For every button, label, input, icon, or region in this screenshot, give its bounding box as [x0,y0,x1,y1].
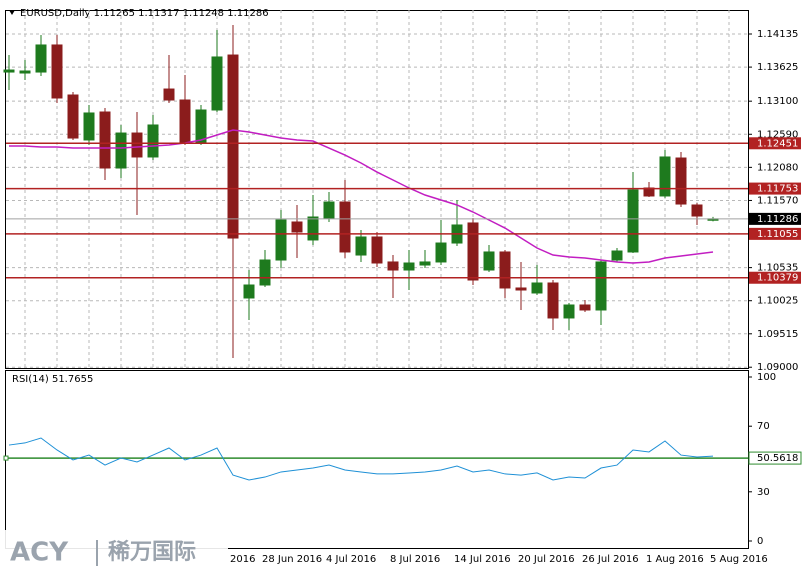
y-tick-label: 100 [757,372,776,383]
y-tick-label: 0 [757,536,763,547]
candle-body [99,111,111,169]
rsi-title: RSI(14) 51.7655 [12,374,93,385]
y-tick-label: 1.09000 [757,362,798,373]
level-label-bg [749,227,801,240]
candle-body [371,236,383,264]
candle-body [339,201,351,253]
candle-body [563,304,575,319]
current-price-bg [749,212,801,225]
candle-body [547,282,559,319]
logo: ACY 稀万国际 [0,530,228,576]
level-marker [3,455,9,461]
candle-body [403,262,415,271]
candle-body [115,132,127,169]
candle-body [67,94,79,139]
level-label: 1.10379 [757,273,798,284]
candle-body [195,109,207,144]
y-tick-label: 1.13625 [757,62,798,73]
candle-body [227,54,239,239]
candle-body [211,56,223,111]
x-tick-label: 28 Jun 2016 [262,554,322,565]
candle-body [323,201,335,219]
moving-average [9,129,714,264]
candle-body [595,261,607,311]
candle-body [19,70,31,74]
logo-subtext: 稀万国际 [108,539,196,565]
x-tick-label: 26 Jul 2016 [582,554,639,565]
y-tick-label: 70 [757,421,770,432]
level-label: 50.5618 [757,453,798,464]
candle-body [307,216,319,241]
candle-body [291,221,303,233]
candle-body [51,44,63,99]
level-label-bg [749,137,801,150]
candle-body [531,282,543,294]
x-tick-label: 14 Jul 2016 [454,554,511,565]
candle-body [179,99,191,144]
candle-body [387,261,399,271]
candle-body [131,132,143,158]
level-label-bg [749,271,801,284]
x-tick-label: 2016 [230,554,255,565]
current-price-label: 1.11286 [757,214,798,225]
candle-body [419,261,431,266]
candle-body [515,287,527,291]
x-tick-label: 8 Jul 2016 [390,554,440,565]
chart-title: EURUSD,Daily 1.11265 1.11317 1.11248 1.1… [20,8,269,19]
candle-body [147,124,159,158]
candle-body [435,242,447,263]
y-tick-label: 1.12080 [757,162,798,173]
x-tick-label: 4 Jul 2016 [326,554,376,565]
candle-body [659,156,671,197]
candle-body [483,251,495,271]
logo-bg [0,530,228,576]
y-tick-label: 1.10535 [757,263,798,274]
candle-body [243,284,255,299]
y-tick-label: 1.12590 [757,129,798,140]
y-tick-label: 1.09515 [757,329,798,340]
y-tick-label: 30 [757,487,770,498]
candle-body [83,112,95,141]
menu-arrow [9,10,15,15]
candle-body [3,69,15,73]
y-tick-label: 1.14135 [757,29,798,40]
x-tick-label: 1 Aug 2016 [646,554,704,565]
candle-body [259,259,271,286]
candle-body [499,251,511,289]
level-label-bg [749,182,801,195]
candle-body [355,236,367,256]
candle-body [691,204,703,217]
y-tick-label: 1.10025 [757,296,798,307]
level-label: 1.11753 [757,184,798,195]
level-label: 1.11055 [757,229,798,240]
candle-body [35,44,47,73]
x-tick-label: 20 Jul 2016 [518,554,575,565]
y-tick-label: 1.13100 [757,96,798,107]
y-tick-label: 1.11570 [757,195,798,206]
logo-text: ACY [10,538,69,568]
candle-body [275,219,287,261]
x-tick-label: 5 Aug 2016 [710,554,768,565]
candle-body [467,222,479,281]
candle-body [627,189,639,253]
candle-body [611,250,623,261]
level-label-bg [748,451,802,465]
candle-body [579,304,591,311]
level-label: 1.12451 [757,138,798,149]
candle-body [675,157,687,205]
rsi-line [8,437,714,481]
candle-body [163,88,175,101]
